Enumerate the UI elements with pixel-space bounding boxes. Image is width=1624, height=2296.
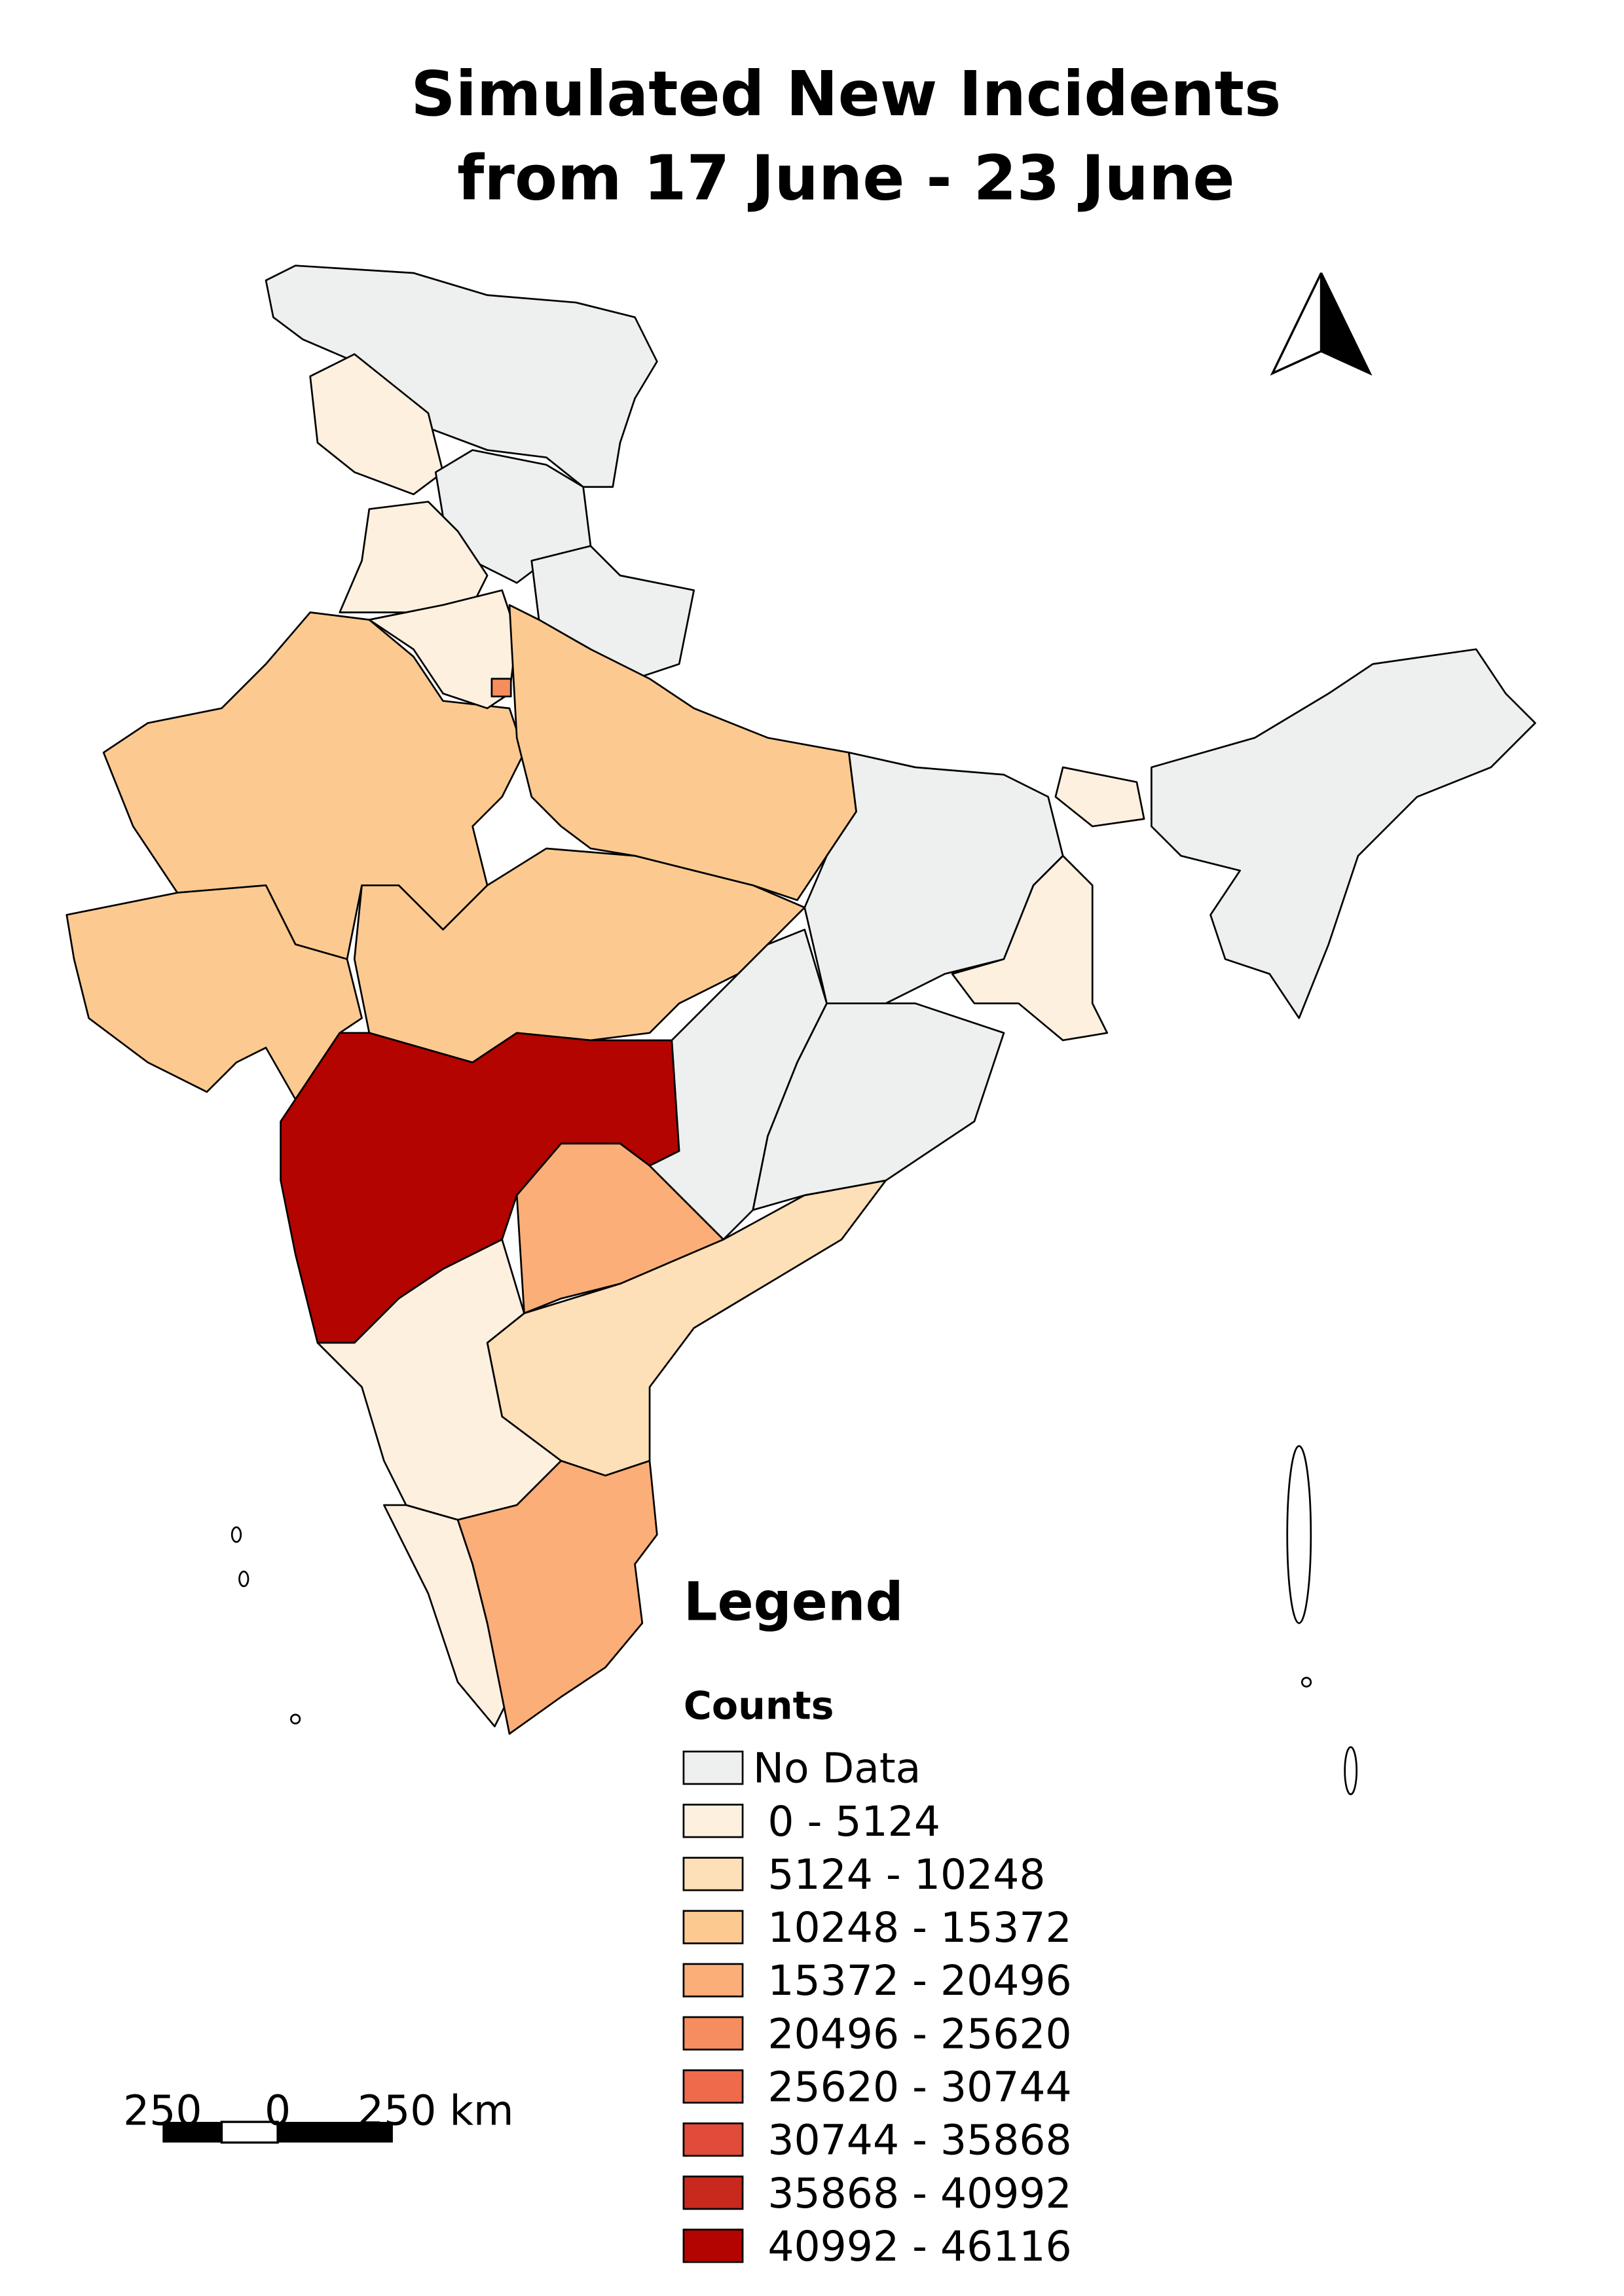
island	[231, 1526, 242, 1543]
legend-subtitle: Counts	[684, 1684, 834, 1728]
region	[752, 1002, 1005, 1211]
legend-swatch	[682, 2176, 744, 2210]
scale-label: 250	[123, 2086, 202, 2135]
legend-label: 15372 - 20496	[767, 1956, 1071, 2005]
region	[456, 1459, 658, 1735]
region	[316, 1238, 563, 1521]
legend-swatch	[682, 2122, 744, 2157]
region-layer	[65, 264, 1536, 1796]
region	[1151, 648, 1536, 1019]
scale-bar: 250 0 250 km	[123, 2086, 514, 2144]
scale-label: 250 km	[358, 2086, 513, 2135]
legend-label: 5124 - 10248	[767, 1850, 1045, 1899]
legend-label: 20496 - 25620	[767, 2009, 1071, 2058]
scale-segment	[278, 2122, 393, 2143]
legend-swatch	[682, 1857, 744, 1891]
island	[290, 1713, 301, 1724]
scale-segment	[220, 2121, 279, 2144]
legend-label: 0 - 5124	[767, 1797, 940, 1846]
region	[490, 678, 512, 698]
scale-segment	[162, 2122, 222, 2143]
legend-swatch	[682, 1963, 744, 1997]
region	[508, 604, 857, 902]
island	[1286, 1445, 1312, 1624]
legend-swatch	[682, 2229, 744, 2263]
title-line: from 17 June - 23 June	[457, 142, 1234, 214]
legend-label: 10248 - 15372	[767, 1903, 1071, 1952]
legend-label: 30744 - 35868	[767, 2116, 1071, 2164]
legend-label: 25620 - 30744	[767, 2062, 1071, 2111]
title-line: Simulated New Incidents	[411, 58, 1281, 130]
legend-swatch	[682, 1804, 744, 1838]
legend-swatch	[682, 2069, 744, 2104]
legend-swatch	[682, 2016, 744, 2050]
legend-swatch	[682, 1910, 744, 1944]
legend-label: 40992 - 46116	[767, 2222, 1071, 2270]
north-arrow-right	[1320, 272, 1373, 376]
legend-title: Legend	[684, 1572, 904, 1633]
region	[1054, 766, 1145, 828]
island	[1301, 1677, 1312, 1688]
region	[309, 353, 444, 496]
north-arrow	[1270, 272, 1373, 376]
north-arrow-left	[1270, 272, 1323, 376]
island	[238, 1571, 249, 1588]
region	[803, 752, 1064, 1004]
region	[951, 854, 1109, 1042]
island	[1344, 1746, 1358, 1796]
legend-label: 35868 - 40992	[767, 2169, 1071, 2217]
legend-label: No Data	[753, 1744, 921, 1793]
legend-swatch	[682, 1750, 744, 1785]
scale-label: 0	[265, 2086, 291, 2135]
